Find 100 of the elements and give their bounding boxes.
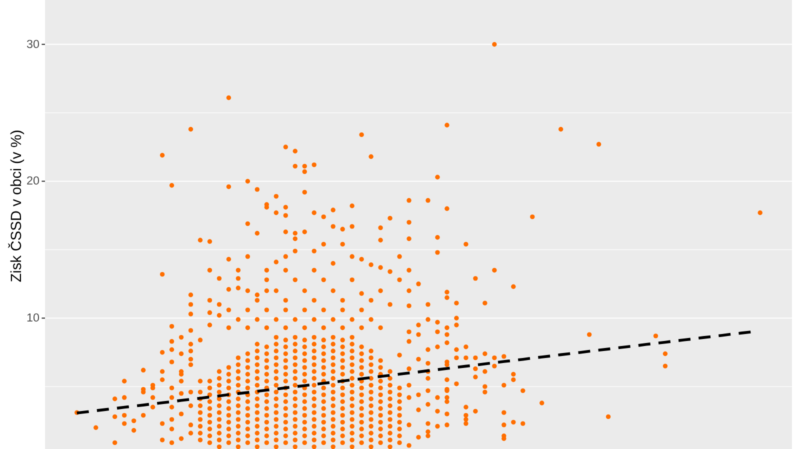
point (207, 310, 212, 316)
point (388, 417, 392, 422)
point (122, 412, 127, 418)
point (274, 355, 279, 360)
point (226, 256, 232, 262)
point (245, 399, 250, 404)
point (350, 430, 354, 436)
point (292, 342, 298, 346)
point (131, 428, 136, 433)
point (330, 390, 336, 394)
point (758, 210, 762, 216)
point (236, 286, 241, 290)
point (340, 406, 345, 411)
point (150, 386, 156, 390)
point (388, 302, 392, 307)
point (292, 444, 298, 449)
point (596, 142, 602, 147)
point (426, 347, 430, 352)
point (388, 396, 392, 402)
point (254, 403, 260, 408)
point (426, 434, 430, 438)
point (302, 338, 307, 342)
point (502, 410, 506, 415)
point (482, 351, 488, 356)
point (312, 248, 316, 254)
point (169, 183, 174, 188)
point (444, 340, 450, 346)
point (274, 288, 279, 294)
point (264, 434, 270, 438)
point (350, 277, 354, 282)
point (169, 440, 174, 446)
point (140, 368, 146, 372)
point (359, 412, 364, 418)
point (245, 358, 250, 363)
point (359, 440, 364, 446)
point (169, 426, 174, 432)
point (312, 268, 316, 273)
point (350, 438, 354, 442)
point (160, 377, 165, 382)
point (292, 417, 298, 422)
point (283, 230, 288, 234)
point (302, 434, 307, 438)
point (454, 355, 459, 360)
point (378, 434, 383, 438)
point (502, 354, 506, 359)
point (406, 395, 412, 400)
point (188, 342, 194, 346)
point (530, 214, 535, 220)
point (122, 395, 127, 400)
point (426, 302, 430, 307)
point (274, 260, 279, 264)
point (435, 395, 440, 400)
point (330, 208, 336, 212)
point (264, 325, 270, 330)
point (254, 438, 260, 442)
point (350, 362, 354, 368)
point (188, 328, 194, 333)
point (283, 434, 288, 438)
point (368, 410, 374, 415)
point (207, 322, 212, 328)
point (226, 378, 232, 384)
point (312, 444, 316, 449)
point (321, 399, 326, 404)
point (160, 438, 165, 442)
point (502, 382, 506, 388)
point (359, 358, 364, 363)
point (312, 438, 316, 442)
point (397, 420, 402, 425)
point (426, 421, 430, 426)
point (236, 444, 241, 449)
point (511, 284, 516, 289)
point (482, 384, 488, 389)
point (350, 355, 354, 360)
point (350, 317, 354, 322)
point (226, 420, 232, 425)
point (254, 424, 260, 429)
point (169, 339, 174, 344)
point (302, 372, 307, 377)
point (178, 334, 184, 340)
point (368, 403, 374, 408)
point (254, 382, 260, 388)
point (586, 332, 592, 337)
point (520, 388, 526, 394)
point (283, 392, 288, 398)
point (264, 268, 270, 273)
point (502, 422, 506, 428)
point (321, 406, 326, 411)
point (406, 268, 412, 273)
point (292, 424, 298, 429)
point (283, 351, 288, 356)
point (207, 426, 212, 432)
point (169, 324, 174, 329)
point (340, 420, 345, 425)
point (454, 300, 459, 306)
point (112, 414, 118, 420)
point (406, 198, 412, 203)
point (368, 417, 374, 422)
point (283, 204, 288, 210)
point (216, 369, 222, 374)
point (150, 395, 156, 400)
